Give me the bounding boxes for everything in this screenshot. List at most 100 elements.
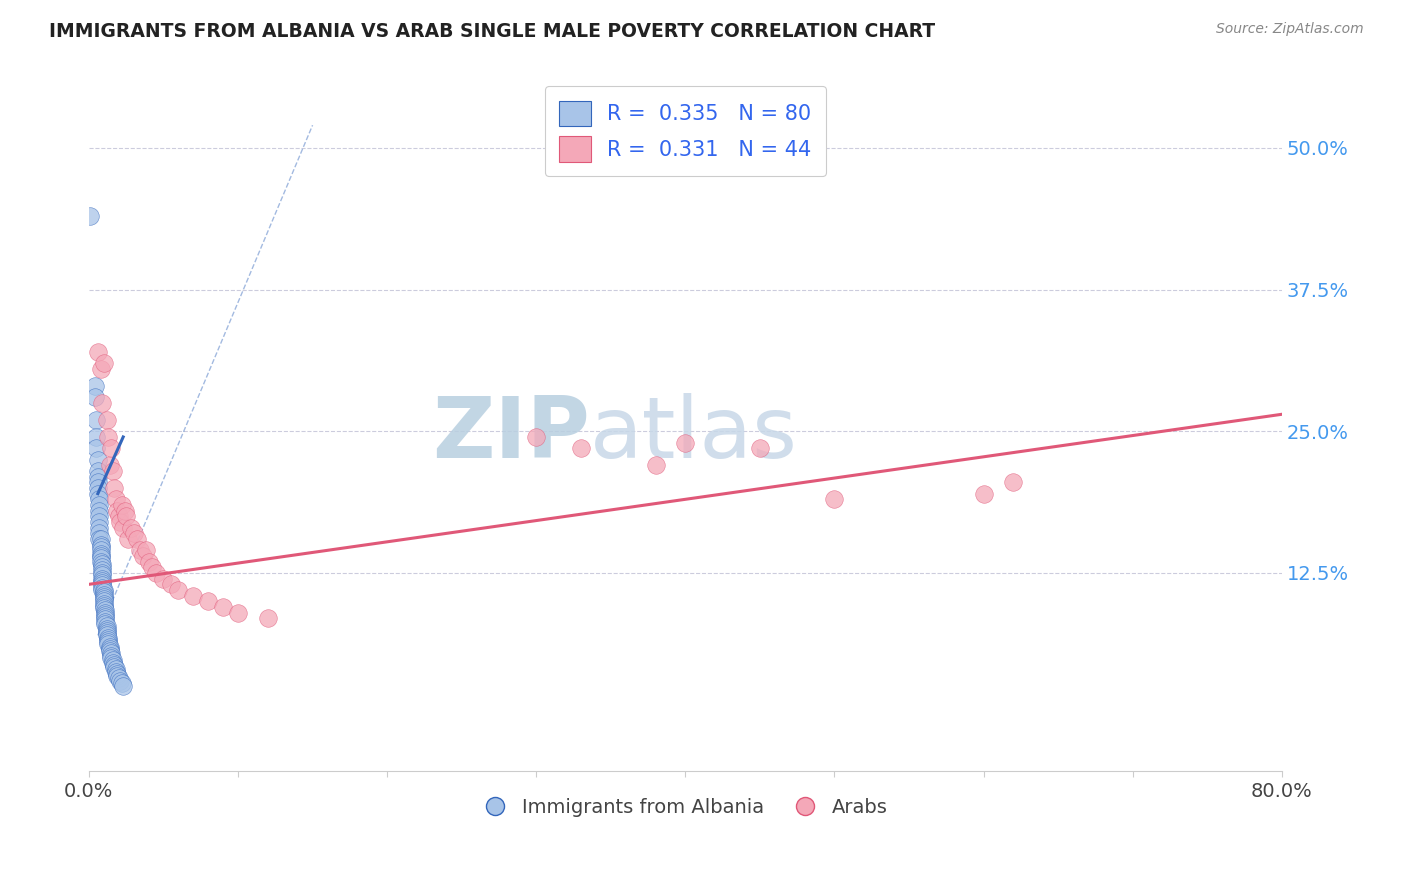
Point <box>103 657 125 672</box>
Point <box>91 574 114 588</box>
Point <box>97 631 120 645</box>
Point <box>93 590 115 604</box>
Point <box>104 665 127 679</box>
Point <box>98 644 121 658</box>
Point <box>117 532 139 546</box>
Point <box>83 390 105 404</box>
Point <box>90 543 112 558</box>
Point <box>91 557 114 571</box>
Point <box>167 582 190 597</box>
Point <box>89 521 111 535</box>
Point <box>112 679 135 693</box>
Point <box>98 640 121 654</box>
Point <box>93 592 115 607</box>
Point <box>89 532 111 546</box>
Point <box>125 532 148 546</box>
Text: Source: ZipAtlas.com: Source: ZipAtlas.com <box>1216 22 1364 37</box>
Point <box>91 396 114 410</box>
Point <box>96 626 118 640</box>
Point <box>91 582 114 597</box>
Point <box>111 498 134 512</box>
Point <box>90 547 112 561</box>
Point <box>90 362 112 376</box>
Point <box>96 622 118 636</box>
Point <box>93 597 115 611</box>
Point <box>181 589 204 603</box>
Point <box>87 481 110 495</box>
Point <box>90 549 112 563</box>
Point <box>93 588 115 602</box>
Point <box>89 526 111 541</box>
Point <box>152 572 174 586</box>
Point <box>93 594 115 608</box>
Text: IMMIGRANTS FROM ALBANIA VS ARAB SINGLE MALE POVERTY CORRELATION CHART: IMMIGRANTS FROM ALBANIA VS ARAB SINGLE M… <box>49 22 935 41</box>
Point <box>138 555 160 569</box>
Point <box>97 637 120 651</box>
Point <box>105 669 128 683</box>
Point <box>101 464 124 478</box>
Point <box>107 509 129 524</box>
Point <box>93 356 115 370</box>
Point <box>105 503 128 517</box>
Point <box>90 538 112 552</box>
Point <box>103 660 125 674</box>
Point <box>101 653 124 667</box>
Point <box>87 452 110 467</box>
Point <box>79 209 101 223</box>
Point <box>89 515 111 529</box>
Point <box>94 615 117 629</box>
Point <box>94 617 117 632</box>
Text: atlas: atlas <box>591 392 799 475</box>
Point <box>104 492 127 507</box>
Point <box>93 601 115 615</box>
Point <box>87 469 110 483</box>
Point <box>96 413 118 427</box>
Point <box>226 606 249 620</box>
Point <box>256 611 278 625</box>
Point <box>87 345 110 359</box>
Point <box>824 492 846 507</box>
Point <box>91 572 114 586</box>
Point <box>93 599 115 613</box>
Point <box>569 442 592 456</box>
Point <box>973 486 995 500</box>
Point <box>112 521 135 535</box>
Point <box>91 563 114 577</box>
Point <box>97 430 120 444</box>
Point <box>91 566 114 580</box>
Point <box>160 577 183 591</box>
Point <box>122 526 145 541</box>
Point <box>108 673 131 688</box>
Point <box>94 607 117 622</box>
Point <box>1002 475 1025 490</box>
Point <box>94 612 117 626</box>
Point <box>83 379 105 393</box>
Point <box>91 560 114 574</box>
Point <box>89 492 111 507</box>
Point <box>97 635 120 649</box>
Point <box>145 566 167 580</box>
Point <box>120 521 142 535</box>
Point <box>89 503 111 517</box>
Point <box>100 648 122 663</box>
Point <box>86 413 108 427</box>
Point <box>86 442 108 456</box>
Point <box>90 555 112 569</box>
Point <box>96 624 118 638</box>
Point <box>97 632 120 647</box>
Point <box>93 582 115 597</box>
Point <box>101 656 124 670</box>
Point <box>524 430 547 444</box>
Legend: Immigrants from Albania, Arabs: Immigrants from Albania, Arabs <box>475 790 896 825</box>
Point <box>141 560 163 574</box>
Point <box>104 662 127 676</box>
Point <box>87 464 110 478</box>
Point <box>93 585 115 599</box>
Point <box>135 543 157 558</box>
Point <box>89 498 111 512</box>
Point <box>87 486 110 500</box>
Point <box>212 600 235 615</box>
Point <box>100 647 122 661</box>
Point <box>94 603 117 617</box>
Point <box>94 606 117 620</box>
